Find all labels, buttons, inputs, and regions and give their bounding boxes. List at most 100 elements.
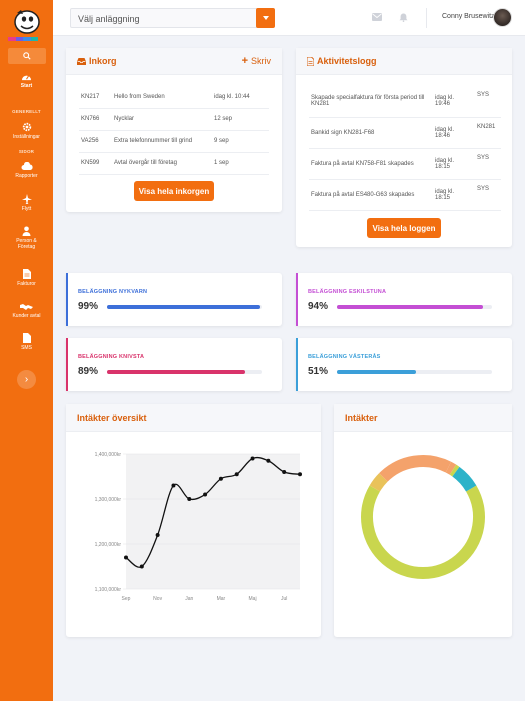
sidebar-section-general: GENERELLT [12,109,41,114]
occupancy-title: BELÄGGNING NYKVARN [78,289,148,295]
dashboard-icon [22,75,31,81]
y-tick-label: 1,200,000kr [95,542,122,548]
data-point [203,492,208,497]
sidebar-item-reports[interactable]: Rapporter [0,162,53,179]
activity-text: Faktura på avtal ES480-G63 skapades [309,179,433,211]
show-log-button[interactable]: Visa hela loggen [367,218,441,238]
occupancy-accent [296,273,298,326]
occupancy-title: BELÄGGNING KNIVSTA [78,354,145,360]
y-tick-label: 1,400,000kr [95,452,122,458]
occupancy-bar-fill [107,305,261,309]
avatar[interactable] [493,8,512,27]
occupancy-bar [107,370,262,374]
revenue-card: Intäkter [334,404,512,637]
x-tick-label: Mar [217,596,226,602]
sidebar: Start GENERELLT Inställningar SIDOR Rapp… [0,0,53,701]
data-point [282,470,287,474]
activity-date: idag kl. [435,126,455,133]
inbox-id: KN599 [79,152,112,175]
facility-dropdown-button[interactable] [256,8,275,28]
document-icon [307,56,314,66]
occupancy-card-eskilstuna: BELÄGGNING ESKILSTUNA 94% [296,273,512,326]
sidebar-item-label: Inställningar [13,134,40,140]
donut-slice [452,466,477,492]
sidebar-item-label: SMS [21,345,32,351]
occupancy-accent [296,338,298,391]
facility-select[interactable]: Välj anläggning [70,8,258,28]
topbar: Välj anläggning Conny Brusewitz [53,0,525,36]
brand-color-0 [8,37,16,41]
inbox-date: 12 sep [212,108,269,131]
sidebar-item-move[interactable]: Flytt [0,194,53,212]
table-row[interactable]: KN766 Nycklar 12 sep [79,108,269,131]
inbox-date: idag kl. 10:44 [212,86,269,109]
donut-slice [449,464,460,477]
occupancy-percent: 94% [308,301,329,312]
compose-label: Skriv [251,56,271,66]
activity-title: Aktivitetslogg [317,56,377,66]
donut-slice [445,461,457,475]
data-point [187,497,192,501]
table-row: Bankid sign KN281-F68 idag kl. 18:46 KN28… [309,117,501,149]
brand-color-3 [30,37,39,41]
inbox-id: VA256 [79,130,112,153]
y-tick-label: 1,300,000kr [95,497,122,503]
inbox-subject: Avtal övergår till företag [112,152,212,175]
inbox-subject: Hello from Sweden [112,86,212,109]
occupancy-bar-fill [107,370,245,374]
occupancy-bar-fill [337,305,483,309]
inbox-card: Inkorg + Skriv KN217 Hello from Sweden i… [66,48,282,212]
brand-color-strip [8,37,46,41]
inbox-subject: Extra telefonnummer till grind [112,130,212,153]
search-icon [23,52,31,60]
data-point [171,483,176,488]
revenue-overview-header: Intäkter översikt [66,404,321,432]
sidebar-item-label: Flytt [21,206,32,212]
data-point [298,472,302,477]
activity-table: Skapade specialfaktura för första period… [309,86,501,211]
inbox-id: KN766 [79,108,112,131]
sidebar-collapse-button[interactable]: › [17,370,36,389]
inbox-title: Inkorg [89,56,117,66]
table-row: Faktura på avtal ES480-G63 skapades idag… [309,179,501,211]
bell-icon[interactable] [399,13,408,22]
activity-user: SYS [475,86,501,118]
brand-color-4 [38,37,46,41]
data-point [218,476,223,481]
chevron-right-icon: › [24,374,29,385]
mail-icon[interactable] [372,13,382,21]
table-row[interactable]: KN599 Avtal övergår till företag 1 sep [79,152,269,175]
compose-button[interactable]: + Skriv [242,55,271,67]
occupancy-bar-fill [337,370,417,374]
table-row[interactable]: KN217 Hello from Sweden idag kl. 10:44 [79,86,269,109]
x-tick-label: Nov [153,596,162,602]
sidebar-item-start[interactable]: Start [0,72,53,89]
sidebar-search-button[interactable] [8,48,46,64]
revenue-header: Intäkter [334,404,512,432]
inbox-icon [77,57,86,65]
sidebar-item-invoices[interactable]: Fakturor [0,269,53,287]
user-name[interactable]: Conny Brusewitz [442,13,495,20]
occupancy-accent [66,273,68,326]
data-point [266,458,271,463]
x-tick-label: Jan [185,596,193,602]
occupancy-percent: 99% [78,301,99,312]
y-tick-label: 1,100,000kr [95,587,122,593]
table-row[interactable]: VA256 Extra telefonnummer till grind 9 s… [79,130,269,153]
sidebar-item-settings[interactable]: Inställningar [0,122,53,140]
cloud-icon [21,162,33,170]
gear-icon [22,122,31,132]
sidebar-item-customer-contracts[interactable]: Kunder avtal [0,302,53,319]
handshake-icon [20,304,33,310]
topbar-divider [426,8,427,28]
revenue-overview-card: Intäkter översikt 1,400,000kr 1,300,000kr… [66,404,321,637]
sidebar-item-label: Rapporter [15,173,38,179]
document-icon [22,269,31,279]
show-inbox-button[interactable]: Visa hela inkorgen [134,181,214,201]
revenue-overview-title: Intäkter översikt [77,412,147,423]
activity-date: idag kl. [435,95,455,102]
activity-date: idag kl. [435,188,455,195]
logo-icon [14,10,40,34]
sidebar-item-sms[interactable]: SMS [0,333,53,351]
sidebar-item-person-company[interactable]: Person & Företag [0,226,53,250]
